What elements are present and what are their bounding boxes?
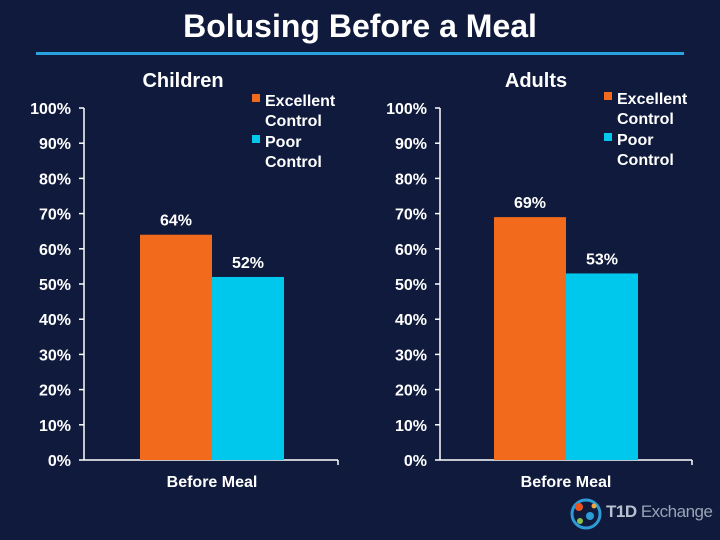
legend-label-0-0-line1: Excellent xyxy=(265,93,336,110)
bar-value-label-0-0: 64% xyxy=(160,213,192,230)
bar-0-1 xyxy=(212,276,284,460)
y-tick-label-1-2: 20% xyxy=(395,383,427,400)
y-tick-label-0-9: 90% xyxy=(39,136,71,153)
bar-0-0 xyxy=(140,234,212,460)
bar-1-1 xyxy=(566,273,638,460)
legend-swatch-0-1 xyxy=(252,135,260,143)
legend-label-0-1-line1: Poor xyxy=(265,134,301,151)
title-divider xyxy=(36,52,684,55)
y-tick-label-1-0: 0% xyxy=(404,453,427,470)
legend-label-1-1-line1: Poor xyxy=(617,132,653,149)
logo-mark-icon xyxy=(570,498,602,530)
legend-swatch-0-0 xyxy=(252,94,260,102)
legend-label-1-0-line2: Control xyxy=(617,111,674,128)
y-tick-label-1-1: 10% xyxy=(395,418,427,435)
logo-text-bold: T1D xyxy=(606,502,637,521)
bar-value-label-0-1: 52% xyxy=(232,255,264,272)
y-tick-label-1-4: 40% xyxy=(395,312,427,329)
t1d-exchange-logo: T1D Exchange xyxy=(568,496,718,532)
y-tick-label-0-8: 80% xyxy=(39,171,71,188)
legend-label-1-1-line2: Control xyxy=(617,152,674,169)
chart-title-0: Children xyxy=(142,70,223,92)
y-tick-label-0-4: 40% xyxy=(39,312,71,329)
legend-swatch-1-1 xyxy=(604,133,612,141)
y-tick-label-0-10: 100% xyxy=(30,101,71,118)
logo-text: T1D Exchange xyxy=(606,502,713,522)
y-tick-label-1-5: 50% xyxy=(395,277,427,294)
legend-label-0-1-line2: Control xyxy=(265,154,322,171)
bar-1-0 xyxy=(494,217,566,460)
y-tick-label-0-6: 60% xyxy=(39,242,71,259)
category-label-1: Before Meal xyxy=(521,474,612,491)
legend-label-0-0-line2: Control xyxy=(265,113,322,130)
y-tick-label-0-7: 70% xyxy=(39,207,71,224)
y-tick-label-1-6: 60% xyxy=(395,242,427,259)
legend-swatch-1-0 xyxy=(604,92,612,100)
y-tick-label-0-1: 10% xyxy=(39,418,71,435)
bar-value-label-1-0: 69% xyxy=(514,195,546,212)
legend-label-1-0-line1: Excellent xyxy=(617,91,688,108)
y-tick-label-1-9: 90% xyxy=(395,136,427,153)
category-label-0: Before Meal xyxy=(167,474,258,491)
y-tick-label-1-8: 80% xyxy=(395,171,427,188)
y-tick-label-0-2: 20% xyxy=(39,383,71,400)
slide-title: Bolusing Before a Meal xyxy=(183,8,537,44)
y-tick-label-1-7: 70% xyxy=(395,207,427,224)
y-tick-label-0-0: 0% xyxy=(48,453,71,470)
y-tick-label-1-3: 30% xyxy=(395,347,427,364)
logo-text-rest: Exchange xyxy=(636,502,713,521)
y-tick-label-0-3: 30% xyxy=(39,347,71,364)
y-tick-label-0-5: 50% xyxy=(39,277,71,294)
y-tick-label-1-10: 100% xyxy=(386,101,427,118)
chart-title-1: Adults xyxy=(505,70,567,92)
bar-value-label-1-1: 53% xyxy=(586,251,618,268)
